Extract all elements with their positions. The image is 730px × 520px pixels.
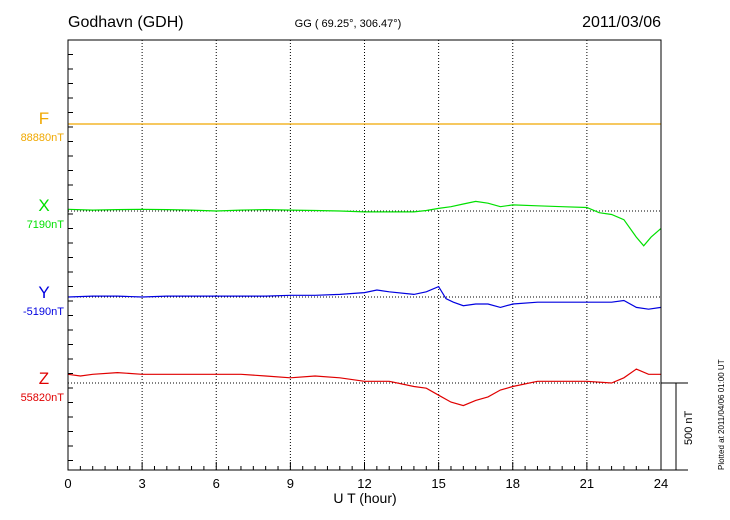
series-f-baseline-value: 88880nT xyxy=(21,132,65,144)
date-title: 2011/03/06 xyxy=(582,14,661,31)
x-tick-label-21: 21 xyxy=(580,476,594,491)
data-traces xyxy=(67,123,662,407)
x-tick-label-15: 15 xyxy=(431,476,445,491)
series-x-line xyxy=(67,200,662,247)
series-y-label: Y xyxy=(38,283,49,302)
scale-bar-label: 500 nT xyxy=(683,410,695,445)
series-z-label: Z xyxy=(39,369,49,388)
series-x-baseline-value: 7190nT xyxy=(27,219,65,231)
x-tick-label-0: 0 xyxy=(64,476,71,491)
x-tick-label-9: 9 xyxy=(287,476,294,491)
x-tick-label-18: 18 xyxy=(506,476,520,491)
grid-lines xyxy=(141,40,588,470)
series-x-label: X xyxy=(38,196,49,215)
x-tick-label-24: 24 xyxy=(654,476,668,491)
plot-frame xyxy=(67,39,662,471)
series-z-baseline-value: 55820nT xyxy=(21,392,65,404)
series-y-baseline-value: -5190nT xyxy=(23,306,64,318)
series-z-line xyxy=(67,368,661,407)
x-tick-label-12: 12 xyxy=(357,476,371,491)
x-tick-label-6: 6 xyxy=(213,476,220,491)
station-title: Godhavn (GDH) xyxy=(68,14,184,31)
coordinates-subtitle: GG ( 69.25°, 306.47°) xyxy=(295,18,402,30)
series-y-line xyxy=(67,285,662,310)
series-f-label: F xyxy=(39,109,49,128)
plotted-note: Plotted at 2011/04/06 01:00 UT xyxy=(717,359,726,470)
x-axis-label: U T (hour) xyxy=(333,490,396,506)
axis-labels: 0 3 6 9 12 15 18 21 24 F 88880nT X 7190nT Y -5190nT Z 55… xyxy=(21,109,669,491)
x-tick-label-3: 3 xyxy=(139,476,146,491)
axis-ticks xyxy=(67,54,662,470)
